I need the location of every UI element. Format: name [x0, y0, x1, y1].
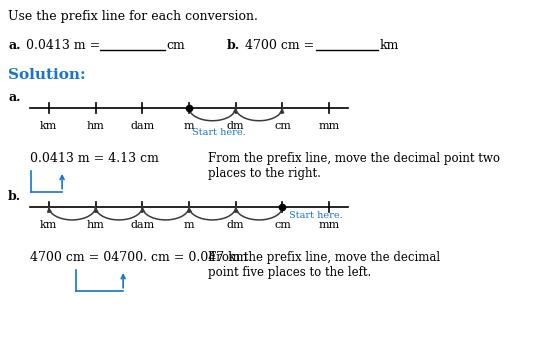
Text: a.: a.	[8, 39, 21, 52]
Text: km: km	[40, 121, 57, 131]
Text: dam: dam	[130, 121, 154, 131]
Text: cm: cm	[166, 39, 185, 52]
Text: dam: dam	[130, 220, 154, 230]
Text: From the prefix line, move the decimal point two
places to the right.: From the prefix line, move the decimal p…	[208, 152, 500, 180]
Text: 0.0413 m =: 0.0413 m =	[26, 39, 100, 52]
Text: cm: cm	[274, 220, 291, 230]
Text: hm: hm	[86, 121, 104, 131]
Text: m: m	[184, 121, 194, 131]
Text: dm: dm	[227, 220, 245, 230]
Text: b.: b.	[227, 39, 240, 52]
Text: 0.0413 m = 4.13 cm: 0.0413 m = 4.13 cm	[30, 152, 159, 165]
Text: km: km	[40, 220, 57, 230]
Text: Solution:: Solution:	[8, 68, 86, 82]
Text: Start here.: Start here.	[192, 128, 246, 136]
Text: Start here.: Start here.	[289, 211, 343, 220]
Text: From the prefix line, move the decimal
point five places to the left.: From the prefix line, move the decimal p…	[208, 251, 440, 279]
Text: mm: mm	[319, 121, 340, 131]
Text: 4700 cm =: 4700 cm =	[245, 39, 314, 52]
Text: 4700 cm = 04700. cm = 0.047 km: 4700 cm = 04700. cm = 0.047 km	[30, 251, 247, 264]
Text: dm: dm	[227, 121, 245, 131]
Text: cm: cm	[274, 121, 291, 131]
Text: mm: mm	[319, 220, 340, 230]
Text: hm: hm	[86, 220, 104, 230]
Text: Use the prefix line for each conversion.: Use the prefix line for each conversion.	[8, 10, 258, 23]
Text: b.: b.	[8, 190, 21, 203]
Text: a.: a.	[8, 91, 21, 104]
Text: m: m	[184, 220, 194, 230]
Text: km: km	[380, 39, 399, 52]
